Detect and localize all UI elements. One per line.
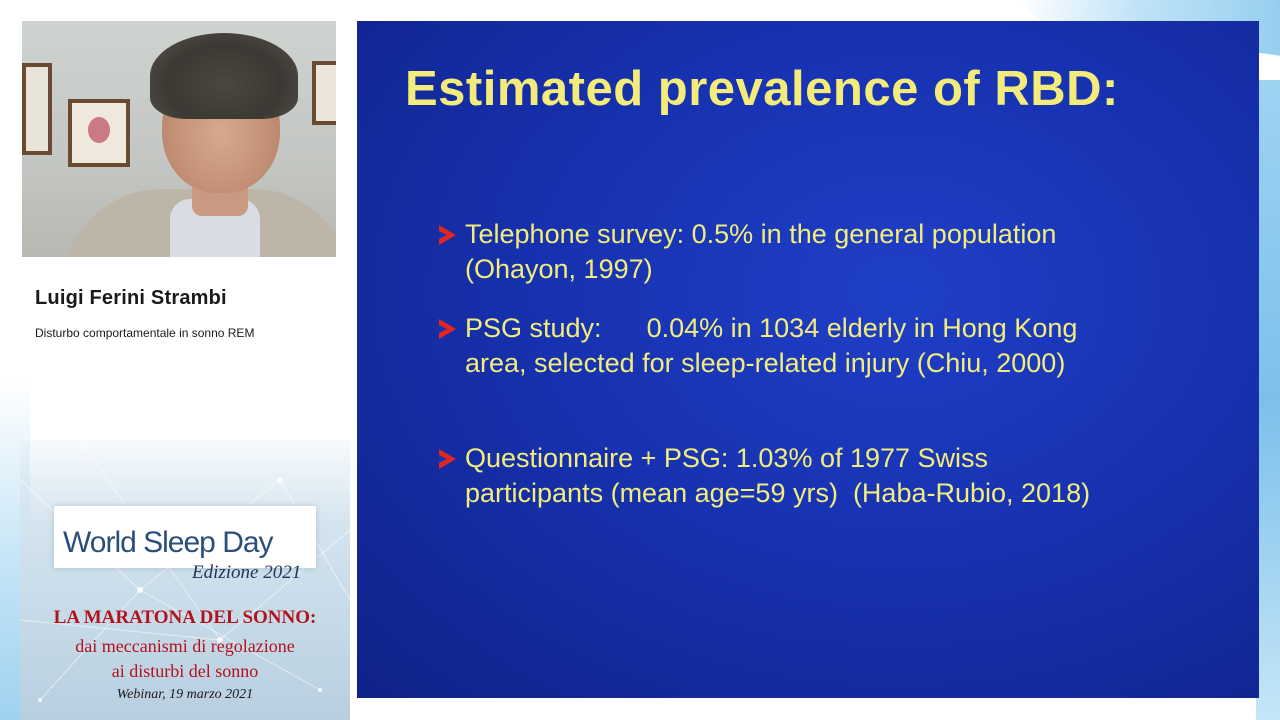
speaker-name: Luigi Ferini Strambi [35, 287, 227, 309]
presentation-slide: Estimated prevalence of RBD: Telephone s… [357, 21, 1259, 698]
bullet-arrow-icon [439, 225, 456, 245]
talk-title: Disturbo comportamentale in sonno REM [35, 326, 255, 340]
speaker-webcam-video [22, 21, 336, 257]
wall-picture-frame [22, 63, 52, 155]
wall-picture-frame [68, 99, 130, 167]
decorative-streak-right [1256, 80, 1280, 720]
slide-bullet-text: Telephone survey: 0.5% in the general po… [465, 219, 1057, 284]
slide-bullet: Questionnaire + PSG: 1.03% of 1977 Swiss… [439, 441, 1125, 511]
event-subtitle-line1: dai meccanismi di regolazione [75, 636, 295, 656]
event-poster: World Sleep Day Edizione 2021 LA MARATON… [20, 440, 350, 720]
speaker-hair [150, 33, 298, 119]
event-edition: Edizione 2021 [192, 562, 302, 583]
slide-title: Estimated prevalence of RBD: [405, 62, 1119, 116]
event-date: Webinar, 19 marzo 2021 [116, 687, 254, 702]
wall-picture-frame [312, 61, 336, 125]
slide-bullet-text: PSG study: 0.04% in 1034 elderly in Hong… [465, 313, 1085, 378]
slide-bullet: PSG study: 0.04% in 1034 elderly in Hong… [439, 311, 1125, 381]
world-sleep-day-logo: World Sleep Day [63, 526, 274, 559]
slide-bullet-text: Questionnaire + PSG: 1.03% of 1977 Swiss… [465, 443, 1091, 508]
event-title: LA MARATONA DEL SONNO: [53, 607, 317, 628]
world-sleep-day-logo-box [54, 506, 316, 568]
bullet-arrow-icon [439, 449, 456, 469]
slide-bullet: Telephone survey: 0.5% in the general po… [439, 217, 1125, 287]
bullet-arrow-icon [439, 319, 456, 339]
event-subtitle-line2: ai disturbi del sonno [111, 661, 259, 681]
